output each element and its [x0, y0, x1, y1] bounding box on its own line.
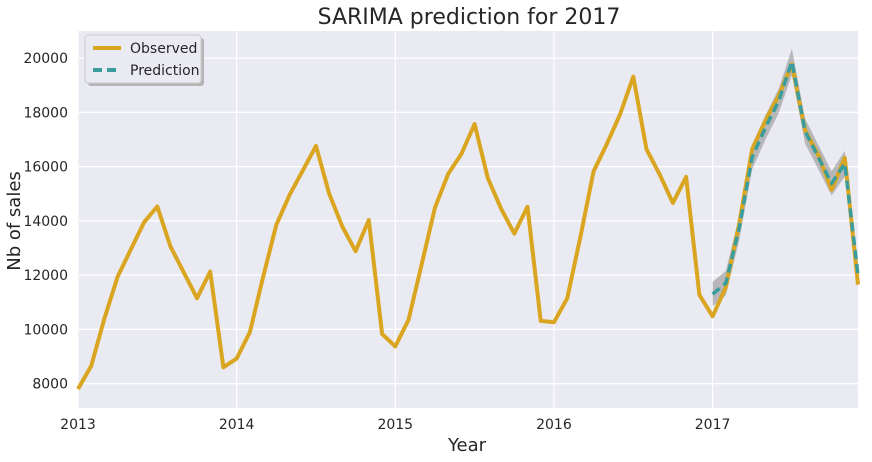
- x-tick-label: 2017: [695, 417, 731, 433]
- x-tick-labels: 2013 2014 2015 2016 2017: [60, 417, 730, 433]
- legend: Observed Prediction: [84, 34, 204, 86]
- y-tick-label: 16000: [23, 160, 68, 176]
- series-layer: [76, 59, 860, 390]
- plot-area: [78, 31, 858, 408]
- y-tick-labels: 8000 10000 12000 14000 16000 18000 20000: [23, 51, 68, 392]
- x-tick-label: 2014: [219, 417, 255, 433]
- chart-title: SARIMA prediction for 2017: [318, 5, 621, 30]
- observed-line: [76, 62, 860, 390]
- legend-prediction-label: Prediction: [130, 63, 200, 79]
- y-tick-label: 8000: [32, 377, 68, 393]
- x-tick-label: 2013: [60, 417, 96, 433]
- prediction-line: [711, 59, 860, 296]
- x-axis-label: Year: [447, 435, 487, 456]
- y-tick-label: 12000: [23, 268, 68, 284]
- legend-observed-label: Observed: [130, 41, 197, 57]
- y-tick-label: 14000: [23, 214, 68, 230]
- y-tick-label: 20000: [23, 51, 68, 67]
- y-tick-label: 18000: [23, 105, 68, 121]
- x-tick-label: 2015: [377, 417, 413, 433]
- y-tick-label: 10000: [23, 322, 68, 338]
- x-tick-label: 2016: [536, 417, 572, 433]
- y-axis-label: Nb of sales: [4, 171, 25, 271]
